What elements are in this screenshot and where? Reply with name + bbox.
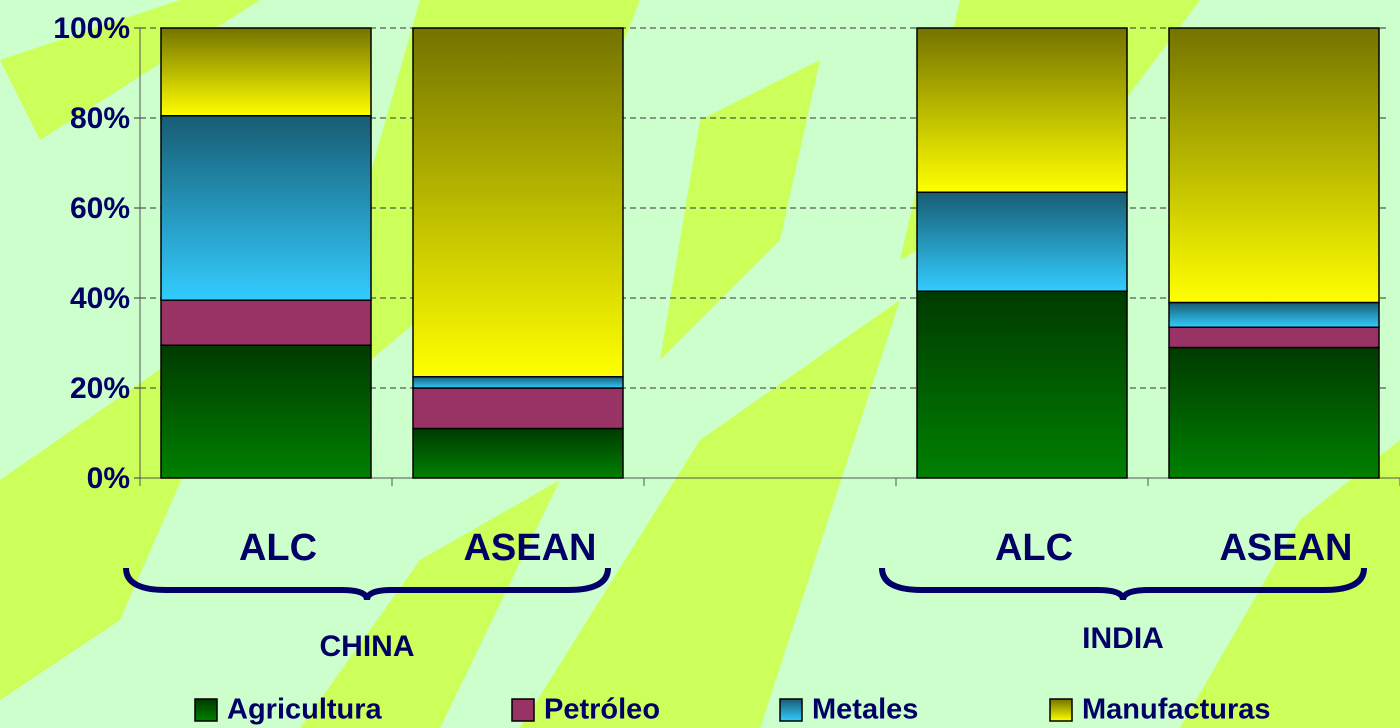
legend-label: Manufacturas xyxy=(1082,694,1271,726)
bar-segment xyxy=(412,376,624,389)
legend-swatch xyxy=(779,698,803,722)
bar-segment xyxy=(1168,27,1380,304)
bar-segment xyxy=(412,427,624,479)
legend-label: Agricultura xyxy=(227,694,383,726)
y-tick-label: 40% xyxy=(70,282,130,315)
group-label: CHINA xyxy=(320,630,415,663)
legend-swatch xyxy=(194,698,218,722)
group-brace xyxy=(123,567,611,601)
legend-label: Petróleo xyxy=(544,694,660,726)
bar-segment xyxy=(916,27,1128,193)
x-tick-label: ALC xyxy=(995,527,1073,569)
x-tick-label: ASEAN xyxy=(463,527,596,569)
legend-label: Metales xyxy=(812,694,918,726)
bar-segment xyxy=(916,191,1128,292)
x-tick-label: ALC xyxy=(239,527,317,569)
bar-segment xyxy=(1168,301,1380,328)
legend-swatch xyxy=(511,698,535,722)
x-tick-label: ASEAN xyxy=(1219,527,1352,569)
bar-segment xyxy=(412,387,624,430)
y-tick-label: 0% xyxy=(87,462,130,495)
legend-swatch xyxy=(1049,698,1073,722)
bar-segment xyxy=(916,290,1128,479)
group-brace xyxy=(879,567,1367,601)
bar-segment xyxy=(160,344,372,479)
bar-segment xyxy=(160,27,372,117)
y-tick-label: 60% xyxy=(70,192,130,225)
bar-segment xyxy=(412,27,624,378)
y-tick-label: 20% xyxy=(70,372,130,405)
bar-segment xyxy=(1168,346,1380,479)
group-label: INDIA xyxy=(1082,622,1164,655)
bar-segment xyxy=(1168,326,1380,349)
y-tick-label: 100% xyxy=(53,12,130,45)
bar-segment xyxy=(160,115,372,301)
y-tick-label: 80% xyxy=(70,102,130,135)
bar-segment xyxy=(160,299,372,346)
